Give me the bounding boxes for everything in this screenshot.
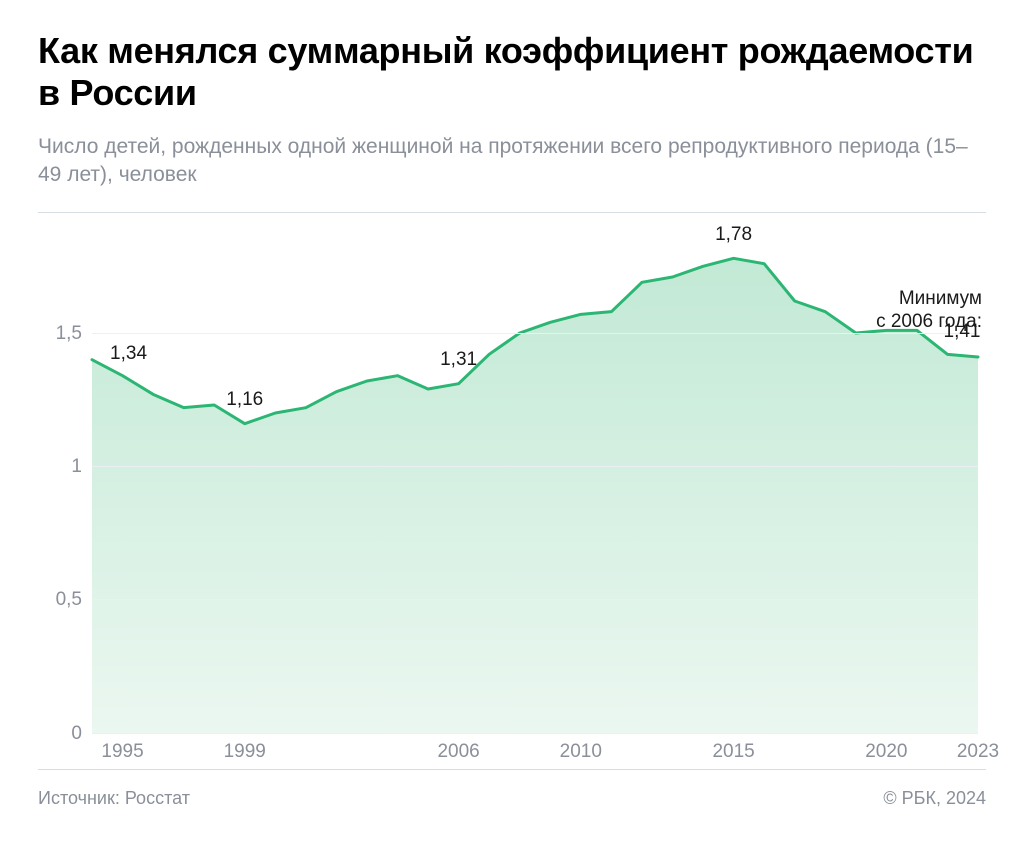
x-axis-label: 2015	[712, 741, 754, 763]
x-axis-label: 2006	[437, 741, 479, 763]
x-axis-label: 1995	[101, 741, 143, 763]
plot-area: 00,511,51,341,161,311,781,41Минимумс 200…	[92, 213, 978, 733]
data-point-label: 1,78	[715, 224, 752, 246]
area-fill	[92, 258, 978, 733]
area-chart-svg	[92, 213, 978, 733]
chart-title: Как менялся суммарный коэффициент рождае…	[38, 30, 986, 115]
grid-line: 0,5	[92, 599, 978, 600]
x-axis-label: 2010	[560, 741, 602, 763]
grid-line: 1	[92, 466, 978, 467]
y-axis-label: 0,5	[56, 589, 82, 611]
credit-text: © РБК, 2024	[883, 788, 986, 809]
source-text: Источник: Росстат	[38, 788, 190, 809]
x-axis-label: 2023	[957, 741, 999, 763]
x-axis: 1995199920062010201520202023	[92, 733, 978, 769]
chart-container: 00,511,51,341,161,311,781,41Минимумс 200…	[38, 212, 986, 770]
x-axis-label: 2020	[865, 741, 907, 763]
data-point-label: 1,31	[440, 349, 477, 371]
y-axis-label: 1,5	[56, 323, 82, 345]
x-axis-label: 1999	[224, 741, 266, 763]
data-point-label: 1,34	[110, 343, 147, 365]
annotation-minimum: Минимумс 2006 года:	[876, 287, 982, 335]
grid-line: 1,5	[92, 333, 978, 334]
y-axis-label: 0	[71, 723, 82, 745]
y-axis-label: 1	[71, 456, 82, 478]
chart-subtitle: Число детей, рожденных одной женщиной на…	[38, 133, 986, 190]
data-point-label: 1,16	[226, 389, 263, 411]
chart-footer: Источник: Росстат © РБК, 2024	[38, 770, 986, 809]
